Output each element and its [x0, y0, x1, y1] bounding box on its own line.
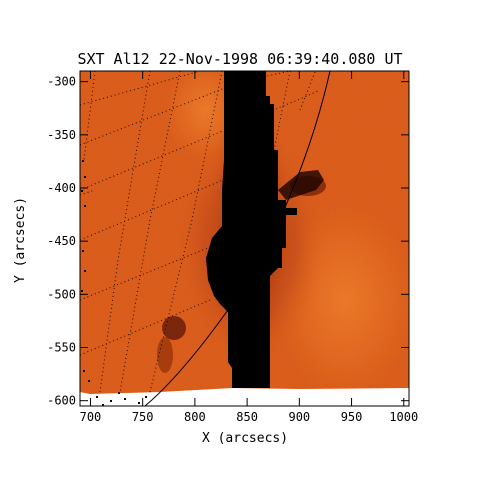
plot-frame: [79, 70, 410, 407]
x-tick-label: 750: [132, 410, 154, 424]
y-tick-label: -300: [47, 75, 76, 89]
y-tick-label: -350: [47, 128, 76, 142]
y-tick-label: -450: [47, 234, 76, 248]
y-axis: -300 -350 -400 -450 -500 -550 -600: [47, 75, 409, 408]
x-tick-label: 800: [184, 410, 206, 424]
y-tick-label: -600: [47, 394, 76, 408]
heliographic-grid: [80, 71, 321, 393]
dark-loop-feature-tail: [157, 337, 173, 373]
y-axis-label: Y (arcsecs): [13, 197, 28, 283]
x-axis-label: X (arcsecs): [202, 431, 288, 446]
x-tick-label: 700: [80, 410, 102, 424]
x-tick-label: 850: [236, 410, 258, 424]
limb-speckles: [81, 160, 147, 406]
x-tick-label: 1000: [389, 410, 418, 424]
saturated-core-spur: [278, 170, 324, 200]
x-tick-label: 900: [288, 410, 310, 424]
x-axis: 700 750 800 850 900 950 1000: [80, 71, 418, 424]
dark-loop-feature: [162, 316, 186, 340]
solar-image: [80, 71, 409, 406]
x-tick-label: 950: [341, 410, 363, 424]
y-tick-label: -400: [47, 181, 76, 195]
image-title: SXT Al12 22-Nov-1998 06:39:40.080 UT: [77, 50, 402, 68]
y-tick-label: -550: [47, 341, 76, 355]
y-tick-label: -500: [47, 287, 76, 301]
solar-limb: [144, 71, 331, 406]
